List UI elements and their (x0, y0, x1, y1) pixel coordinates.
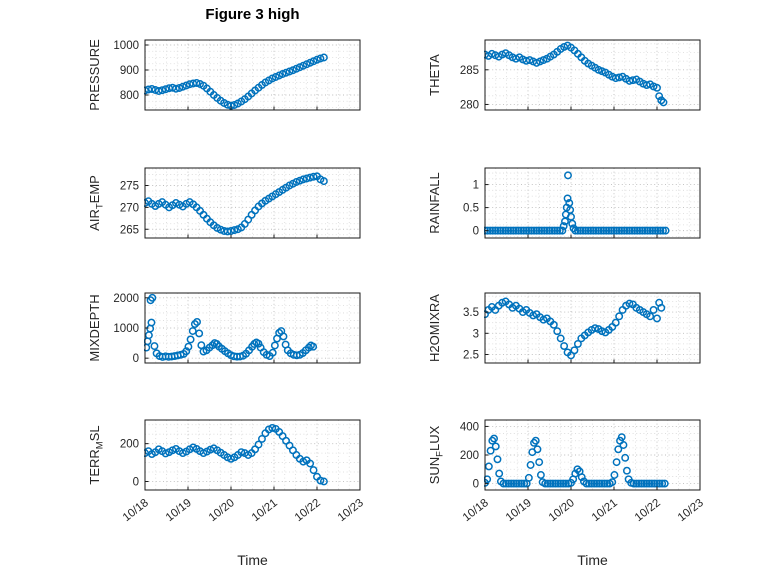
svg-text:2000: 2000 (113, 293, 139, 305)
svg-text:280: 280 (460, 99, 479, 111)
svg-text:2.5: 2.5 (463, 350, 479, 362)
svg-text:10/21: 10/21 (590, 497, 620, 524)
xlabel-time-right: Time (577, 552, 608, 568)
xlabel-time-left: Time (237, 552, 268, 568)
svg-text:400: 400 (460, 421, 479, 433)
svg-text:10/20: 10/20 (207, 497, 237, 524)
svg-text:1000: 1000 (113, 40, 139, 52)
svg-text:1000: 1000 (113, 323, 139, 335)
subplot-theta: 280 285 (460, 39, 701, 111)
svg-text:10/23: 10/23 (676, 497, 706, 524)
svg-text:200: 200 (460, 450, 479, 462)
svg-text:0: 0 (133, 476, 139, 488)
svg-text:3.5: 3.5 (463, 307, 479, 319)
svg-text:10/18: 10/18 (121, 497, 151, 524)
svg-text:285: 285 (460, 65, 479, 77)
svg-text:900: 900 (120, 65, 139, 77)
subplot-pressure: 800 900 1000 (113, 39, 361, 111)
svg-text:270: 270 (120, 202, 139, 214)
subplot-air-temp: 265 270 275 (120, 167, 361, 239)
svg-text:10/22: 10/22 (293, 497, 323, 524)
figure-title: Figure 3 high (205, 6, 300, 23)
svg-text:10/21: 10/21 (250, 497, 280, 524)
svg-text:3: 3 (473, 328, 479, 340)
svg-text:0.5: 0.5 (463, 203, 479, 215)
svg-text:0: 0 (133, 353, 139, 365)
subplot-h2omixra: 2.5 3 3.5 (463, 292, 701, 364)
subplot-rainfall: 00.51 (463, 167, 701, 239)
svg-text:0: 0 (473, 226, 479, 238)
svg-text:200: 200 (120, 439, 139, 451)
subplot-mixdepth: 0 1000 2000 (113, 292, 361, 365)
svg-text:10/22: 10/22 (633, 497, 663, 524)
svg-text:10/23: 10/23 (336, 497, 366, 524)
subplot-terr-msl: 0 200 10/18 10/19 10/20 10/21 10/22 10/23 (120, 419, 366, 524)
subplot-sun-flux: 0 200 400 10/18 10/19 10/20 10/21 10/22 10/23 (460, 419, 706, 524)
svg-text:10/19: 10/19 (504, 497, 534, 524)
svg-text:0: 0 (473, 479, 479, 491)
svg-text:800: 800 (120, 90, 139, 102)
svg-text:1: 1 (473, 180, 479, 192)
svg-text:10/19: 10/19 (164, 497, 194, 524)
svg-text:10/20: 10/20 (547, 497, 577, 524)
svg-text:265: 265 (120, 224, 139, 236)
svg-text:10/18: 10/18 (461, 497, 491, 524)
svg-text:275: 275 (120, 181, 139, 193)
